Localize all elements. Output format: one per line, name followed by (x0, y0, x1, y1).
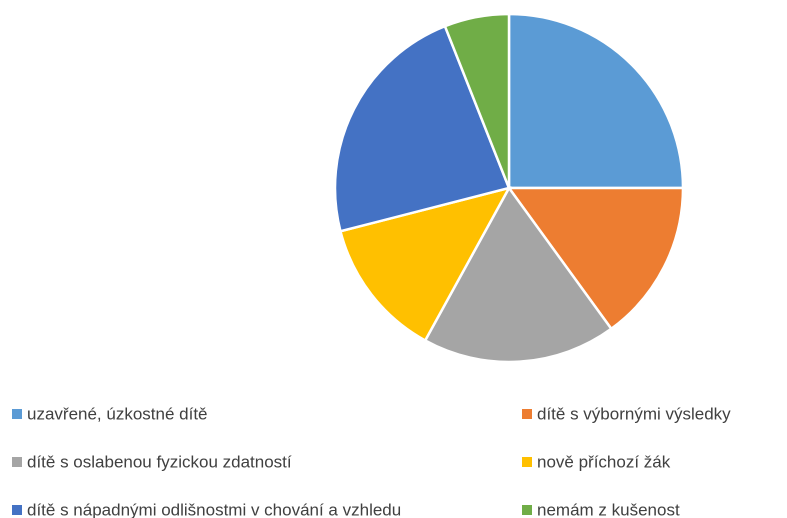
pie-slice (506, 186, 685, 331)
legend-swatch (12, 457, 22, 467)
legend-swatch (12, 409, 22, 419)
legend-label: dítě s oslabenou fyzickou zdatností (27, 452, 292, 471)
legend-label: dítě s nápadnými odlišnostmi v chování a… (27, 500, 401, 518)
legend-label: nemám z kušenost (537, 500, 680, 518)
pie-slice (333, 24, 511, 233)
legend-swatch (522, 457, 532, 467)
legend-swatch (522, 505, 532, 515)
pie-slice (423, 185, 614, 364)
pie-slice (338, 186, 512, 343)
legend-label: nově příchozí žák (537, 452, 671, 471)
pie-slice (443, 12, 511, 189)
legend-label: uzavřené, úzkostné dítě (27, 404, 208, 423)
legend-swatch (522, 409, 532, 419)
pie-slice (507, 12, 685, 190)
legend-swatch (12, 505, 22, 515)
legend-label: dítě s výbornými výsledky (537, 404, 731, 423)
